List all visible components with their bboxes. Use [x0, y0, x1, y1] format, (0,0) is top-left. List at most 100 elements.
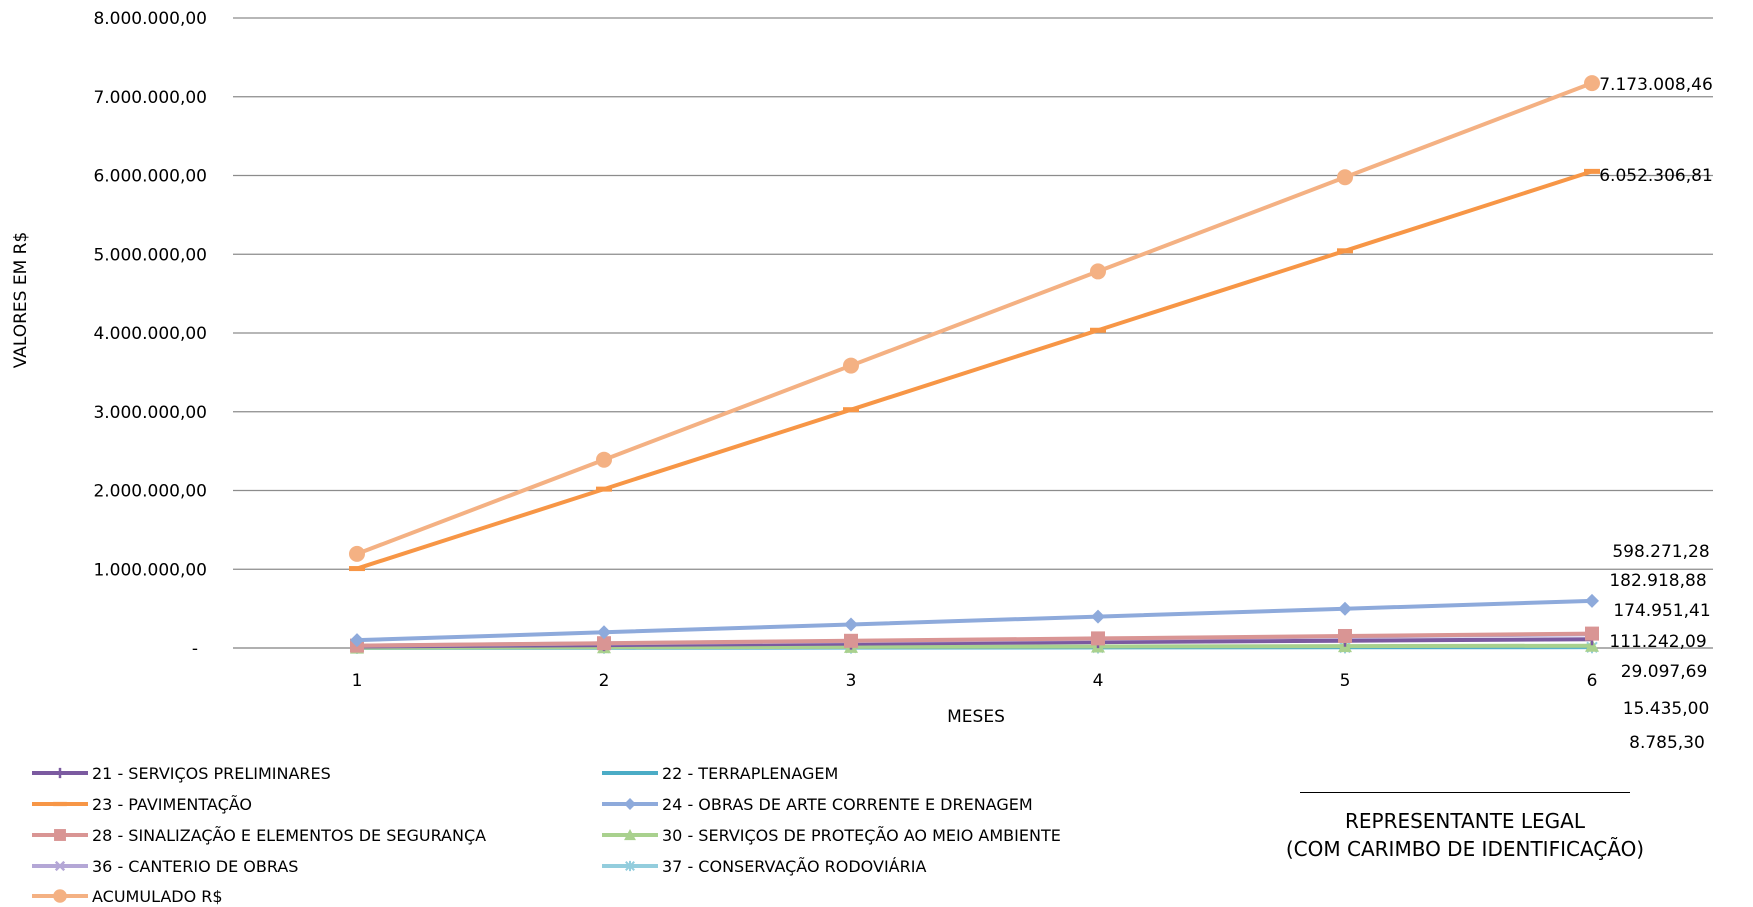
series-line — [356, 631, 1593, 648]
signature-line — [1300, 792, 1630, 793]
data-point — [596, 486, 612, 492]
legend-item: 30 - SERVIÇOS DE PROTEÇÃO AO MEIO AMBIEN… — [600, 824, 1061, 846]
legend-item: 28 - SINALIZAÇÃO E ELEMENTOS DE SEGURANÇ… — [30, 824, 486, 846]
legend-label: 22 - TERRAPLENAGEM — [662, 763, 839, 783]
data-point — [1584, 75, 1600, 92]
data-point — [844, 633, 858, 648]
legend-swatch — [32, 767, 88, 779]
series-3 — [349, 168, 1600, 572]
data-point — [350, 633, 364, 648]
series-line — [356, 598, 1593, 643]
legend-item: ACUMULADO R$ — [30, 885, 223, 907]
x-tick-label: 4 — [1093, 671, 1104, 691]
legend-item: 22 - TERRAPLENAGEM — [600, 762, 838, 784]
legend-item: 21 - SERVIÇOS PRELIMINARES — [30, 762, 331, 784]
data-point — [1091, 609, 1105, 624]
gridlines — [233, 17, 1713, 649]
y-tick-label: - — [192, 639, 198, 659]
data-point — [1338, 601, 1352, 616]
y-tick-label: 1.000.000,00 — [93, 560, 207, 580]
data-point — [597, 636, 611, 651]
legend-item: 23 - PAVIMENTAÇÃO — [30, 793, 252, 815]
legend-label: 36 - CANTERIO DE OBRAS — [92, 856, 299, 876]
end-value-label: 7.173.008,46 — [1599, 75, 1713, 95]
legend-label: 30 - SERVIÇOS DE PROTEÇÃO AO MEIO AMBIEN… — [662, 825, 1061, 845]
data-point — [349, 566, 365, 572]
data-point — [1091, 631, 1105, 646]
data-point — [1338, 628, 1352, 643]
data-point — [349, 545, 365, 562]
end-value-label: 6.052.306,81 — [1599, 166, 1713, 186]
legend-swatch — [602, 860, 658, 872]
x-tick-label: 2 — [599, 671, 610, 691]
legend-item: 24 - OBRAS DE ARTE CORRENTE E DRENAGEM — [600, 793, 1033, 815]
data-point — [1337, 248, 1353, 254]
data-point — [1337, 169, 1353, 186]
end-value-label: 15.435,00 — [1623, 699, 1710, 719]
series-layer — [349, 75, 1600, 654]
data-point — [624, 798, 636, 810]
data-point — [843, 357, 859, 374]
x-axis-title: MESES — [947, 707, 1005, 727]
legend-label: 37 - CONSERVAÇÃO RODOVIÁRIA — [662, 856, 927, 876]
signature-block: REPRESENTANTE LEGAL (COM CARIMBO DE IDEN… — [1265, 792, 1665, 863]
legend-swatch — [602, 771, 658, 775]
legend-item: 37 - CONSERVAÇÃO RODOVIÁRIA — [600, 855, 926, 877]
y-axis-title: VALORES EM R$ — [11, 232, 31, 369]
data-point — [625, 860, 635, 872]
data-point — [54, 767, 66, 779]
data-point — [624, 829, 636, 841]
legend-label: 28 - SINALIZAÇÃO E ELEMENTOS DE SEGURANÇ… — [92, 825, 487, 845]
end-labels: 7.173.008,46 6.052.306,81 598.271,28 182.91… — [1599, 75, 1713, 753]
y-axis-ticks: - 1.000.000,00 2.000.000,00 3.000.000,00 4.0… — [93, 9, 207, 659]
y-tick-label: 3.000.000,00 — [93, 403, 207, 423]
y-tick-label: 6.000.000,00 — [93, 167, 207, 187]
data-point — [597, 625, 611, 640]
data-point — [596, 451, 612, 468]
x-tick-label: 1 — [352, 671, 363, 691]
data-point — [1090, 263, 1106, 280]
series-4 — [350, 593, 1599, 648]
data-point — [843, 407, 859, 413]
x-tick-label: 5 — [1340, 671, 1351, 691]
end-value-label: 29.097,69 — [1621, 662, 1708, 682]
end-value-label: 111.242,09 — [1609, 632, 1706, 652]
legend-item: 36 - CANTERIO DE OBRAS — [30, 855, 298, 877]
legend-swatch — [32, 889, 88, 903]
series-line — [356, 169, 1593, 571]
end-value-label: 598.271,28 — [1612, 542, 1709, 562]
data-point — [1090, 327, 1106, 333]
series-9 — [349, 75, 1600, 562]
legend-label: 21 - SERVIÇOS PRELIMINARES — [92, 763, 331, 783]
legend: 21 - SERVIÇOS PRELIMINARES 22 - TERRAPLEN… — [30, 762, 1110, 906]
data-point — [1585, 626, 1599, 641]
signature-subtitle: (COM CARIMBO DE IDENTIFICAÇÃO) — [1285, 837, 1645, 861]
data-point — [1584, 168, 1600, 174]
legend-label: ACUMULADO R$ — [92, 886, 223, 906]
series-line — [356, 81, 1593, 556]
data-point — [1585, 593, 1599, 608]
data-point — [844, 617, 858, 632]
y-tick-label: 7.000.000,00 — [93, 88, 207, 108]
x-axis-ticks: 1 2 3 4 5 6 — [352, 671, 1598, 691]
y-tick-label: 4.000.000,00 — [93, 324, 207, 344]
end-value-label: 174.951,41 — [1613, 601, 1710, 621]
legend-swatch — [32, 829, 88, 841]
data-point — [54, 829, 66, 841]
legend-swatch — [602, 829, 658, 841]
y-tick-label: 8.000.000,00 — [93, 9, 207, 29]
x-tick-label: 6 — [1587, 671, 1598, 691]
x-tick-label: 3 — [846, 671, 857, 691]
legend-swatch — [602, 798, 658, 810]
data-point — [54, 860, 66, 872]
legend-label: 24 - OBRAS DE ARTE CORRENTE E DRENAGEM — [662, 794, 1033, 814]
y-tick-label: 5.000.000,00 — [93, 245, 207, 265]
legend-swatch — [32, 801, 88, 807]
end-value-label: 8.785,30 — [1629, 733, 1705, 753]
data-point — [53, 801, 67, 807]
legend-label: 23 - PAVIMENTAÇÃO — [92, 794, 253, 814]
legend-swatch — [32, 860, 88, 872]
signature-title: REPRESENTANTE LEGAL — [1344, 809, 1586, 833]
y-tick-label: 2.000.000,00 — [93, 482, 207, 502]
